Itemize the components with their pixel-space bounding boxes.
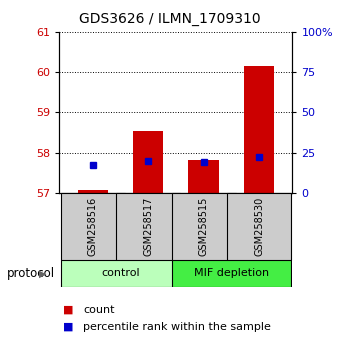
Text: control: control xyxy=(101,268,140,279)
Bar xyxy=(244,66,274,193)
Bar xyxy=(172,260,291,287)
Text: ■: ■ xyxy=(63,322,73,332)
Text: GSM258516: GSM258516 xyxy=(88,197,98,256)
Text: ▶: ▶ xyxy=(39,268,47,279)
Text: MIF depletion: MIF depletion xyxy=(194,268,269,279)
Text: GSM258515: GSM258515 xyxy=(199,197,209,256)
Text: GSM258530: GSM258530 xyxy=(254,197,264,256)
Bar xyxy=(133,131,164,193)
Bar xyxy=(61,193,125,260)
Bar xyxy=(188,160,219,193)
Text: GDS3626 / ILMN_1709310: GDS3626 / ILMN_1709310 xyxy=(79,12,261,27)
Bar xyxy=(227,193,291,260)
Bar xyxy=(116,193,180,260)
Text: ■: ■ xyxy=(63,305,73,315)
Text: protocol: protocol xyxy=(7,267,55,280)
Text: percentile rank within the sample: percentile rank within the sample xyxy=(83,322,271,332)
Bar xyxy=(61,260,180,287)
Bar xyxy=(172,193,236,260)
Text: GSM258517: GSM258517 xyxy=(143,197,153,256)
Text: count: count xyxy=(83,305,115,315)
Bar xyxy=(78,190,108,193)
